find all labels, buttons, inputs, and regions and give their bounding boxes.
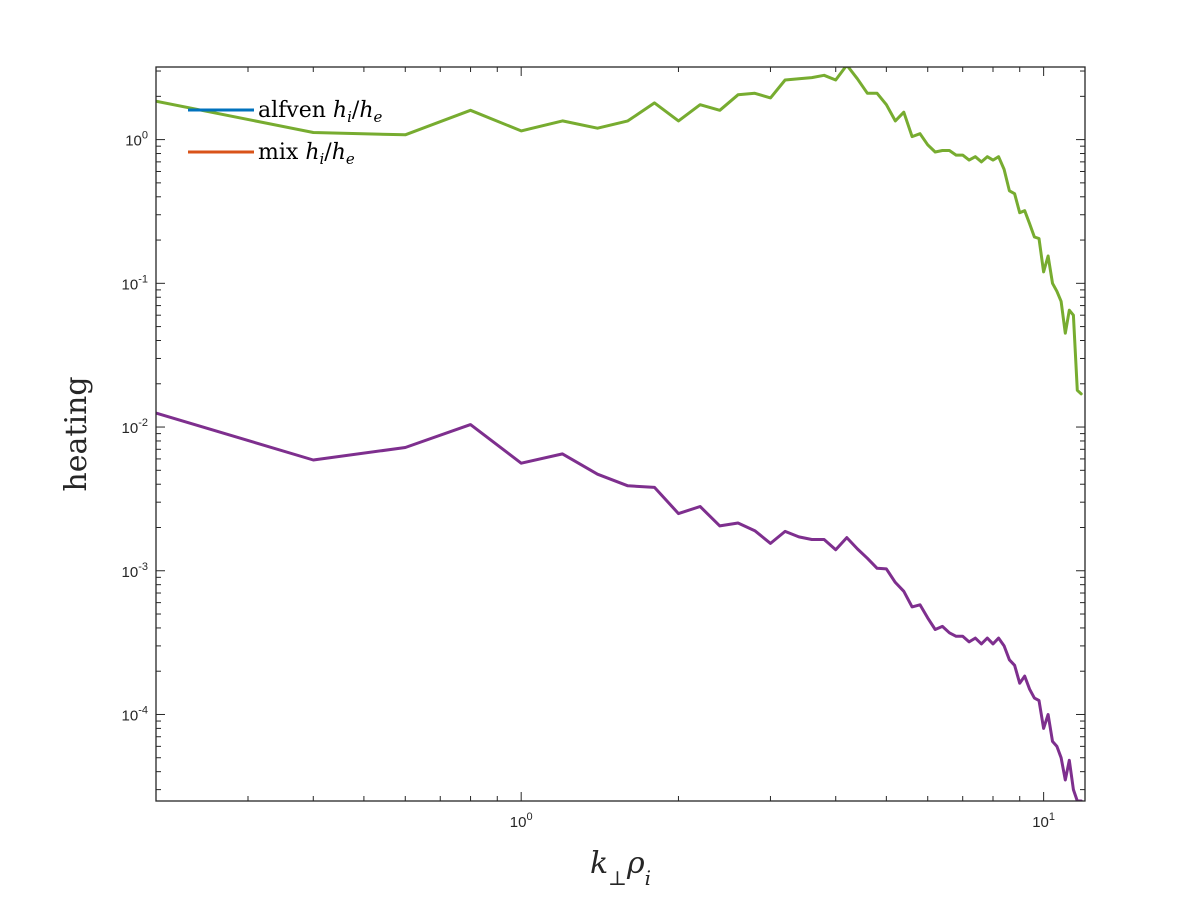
x-tick-label: 100 — [510, 811, 533, 831]
series-layer — [156, 67, 1083, 801]
ticks-layer: 100 101 10-4 10-3 10-2 10-1 100 — [122, 67, 1085, 831]
legend-label-2: mix hi/he — [258, 140, 355, 168]
y-tick-label: 10-2 — [122, 417, 148, 437]
legend: alfven hi/he mix hi/he — [188, 98, 382, 168]
y-tick-label: 10-3 — [122, 561, 148, 581]
series-line-2 — [156, 411, 1083, 801]
legend-label-1: alfven hi/he — [258, 98, 382, 126]
y-tick-label: 10-1 — [122, 273, 148, 293]
x-tick-label: 101 — [1032, 811, 1055, 831]
series-line-1 — [156, 67, 1083, 396]
plot-frame — [155, 66, 1086, 802]
x-axis-title: k⊥ρi — [590, 846, 651, 890]
y-tick-label: 100 — [125, 130, 148, 150]
y-tick-label: 10-4 — [122, 704, 148, 724]
y-axis-title: heating — [59, 376, 94, 491]
